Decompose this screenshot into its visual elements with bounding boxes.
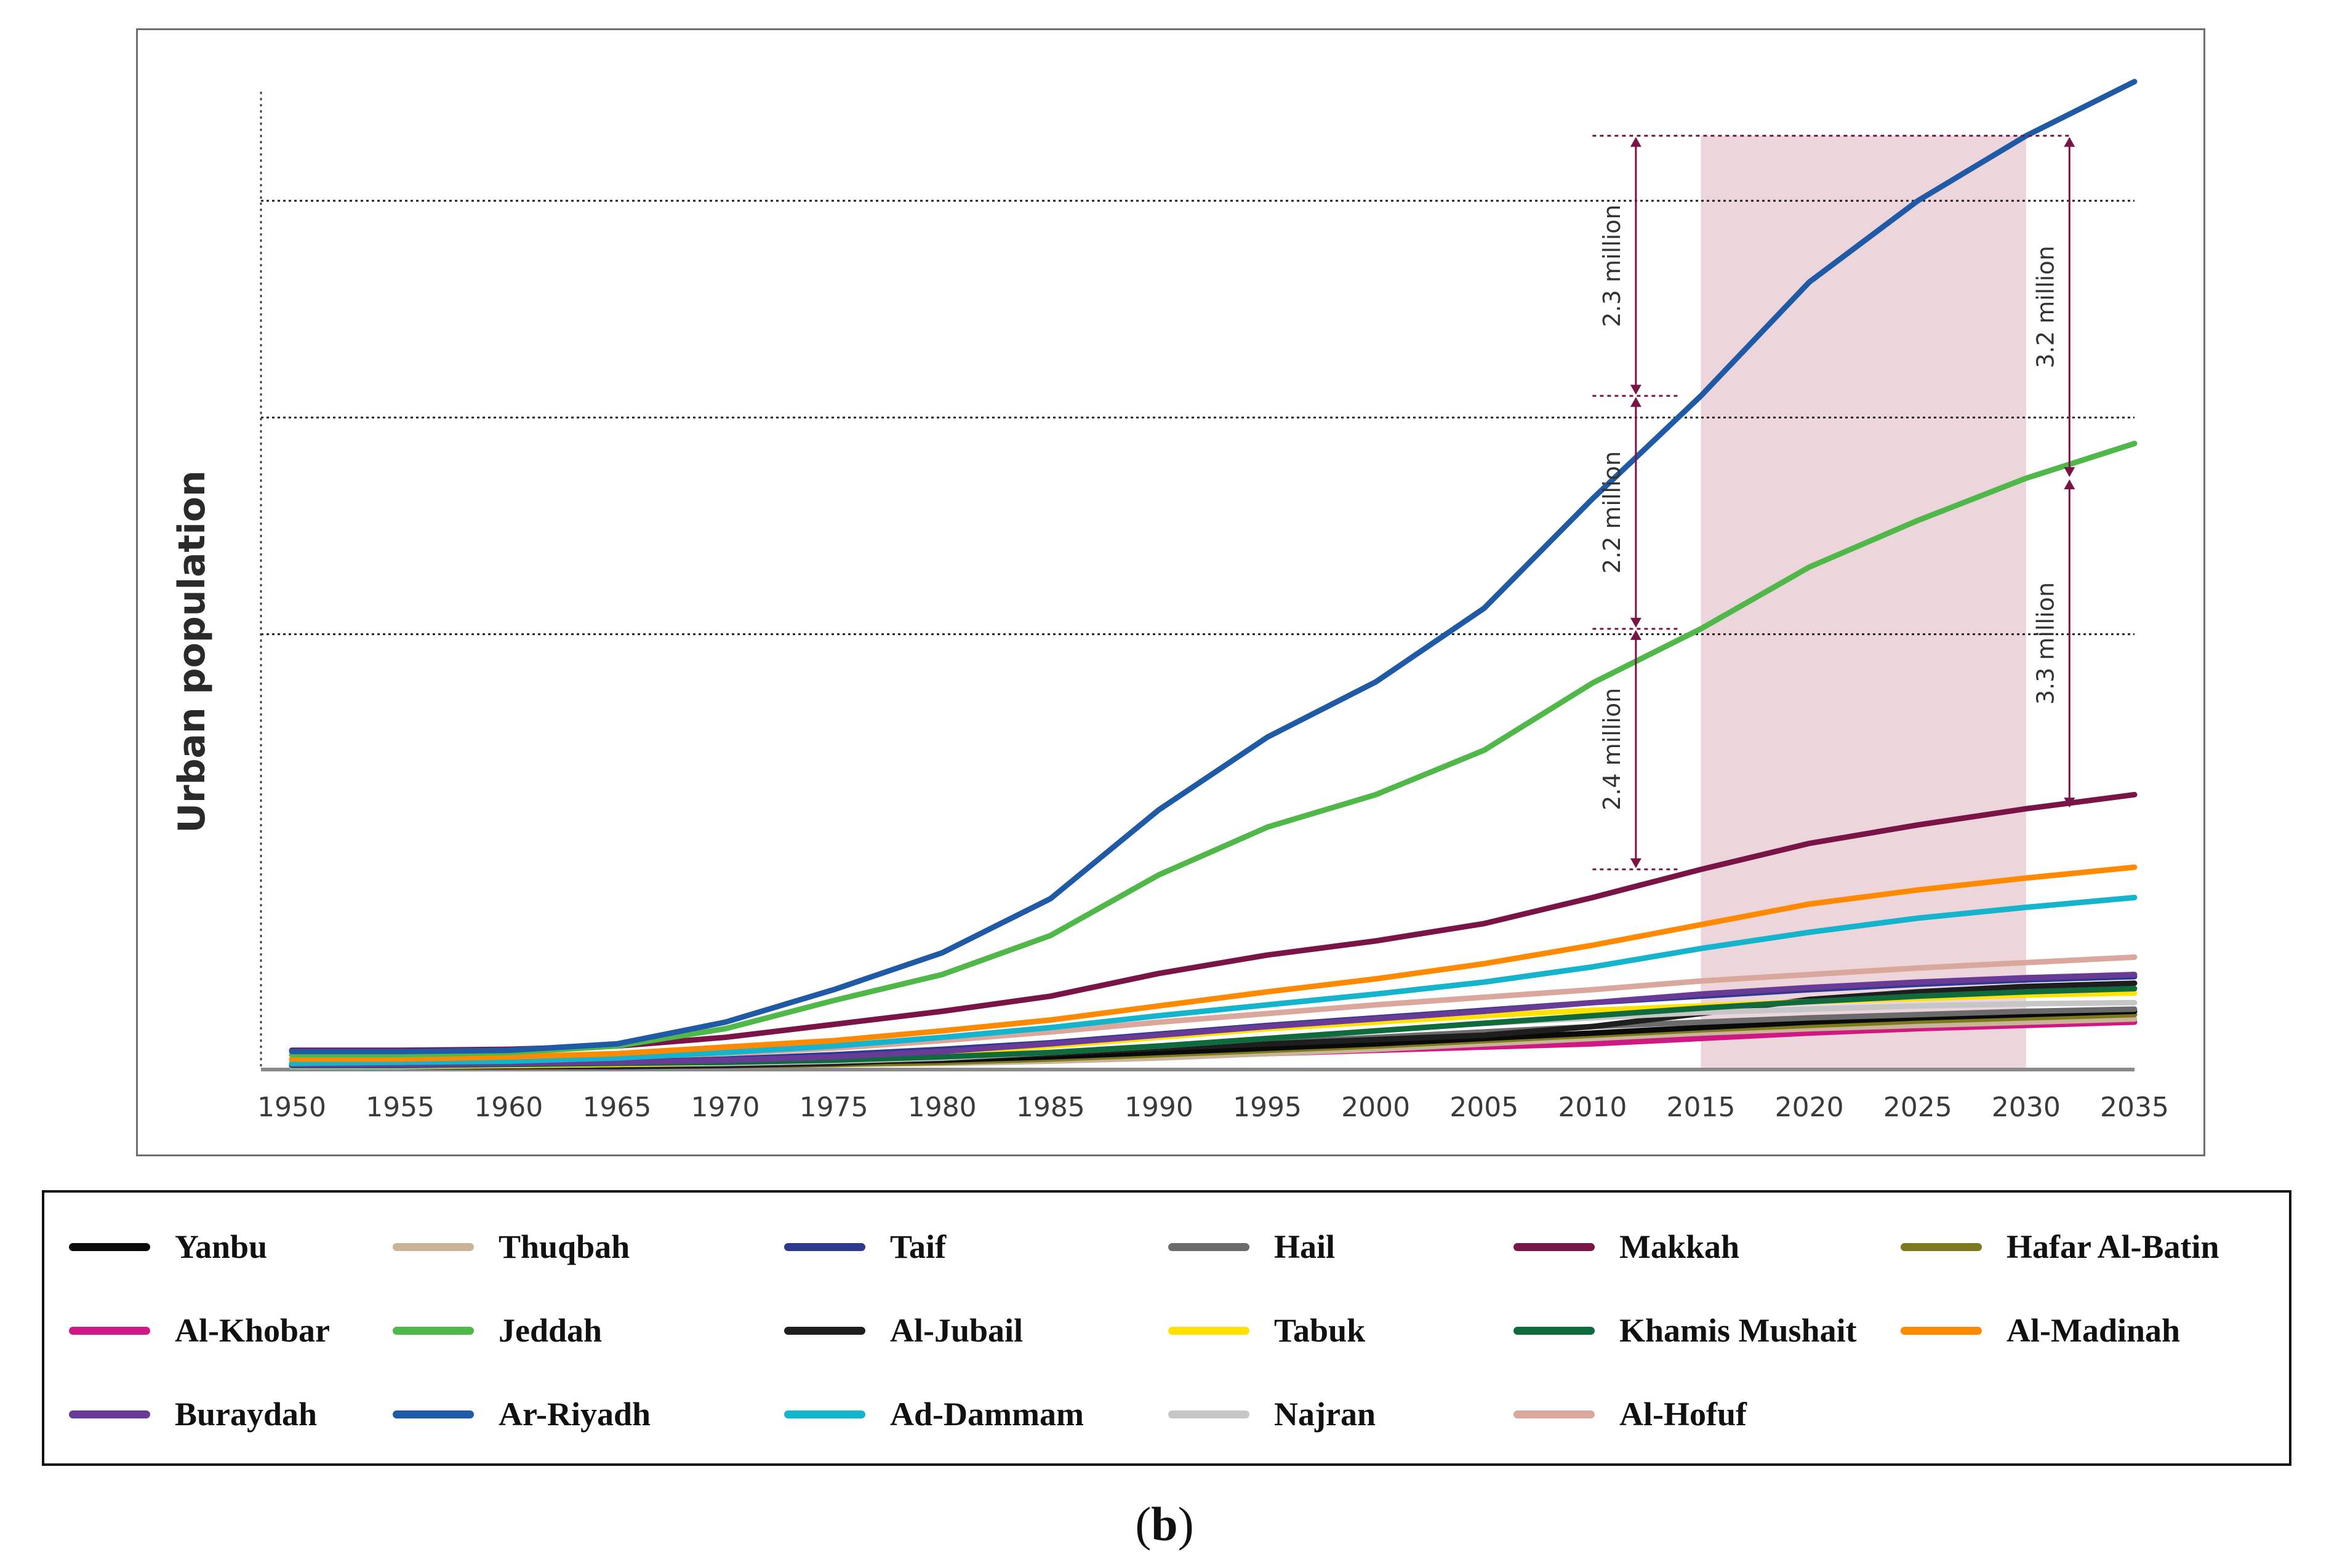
legend-swatch bbox=[1168, 1326, 1249, 1335]
legend-label: Makkah bbox=[1619, 1228, 1740, 1265]
annotation-arrowhead bbox=[2064, 798, 2075, 808]
line-chart: 2.3 million 2.2 million 2.4 million 3.2 mil… bbox=[170, 79, 2169, 1123]
legend-label: Najran bbox=[1274, 1396, 1376, 1433]
x-tick-label: 2015 bbox=[1667, 1092, 1736, 1123]
chart-frame: 2.3 million 2.2 million 2.4 million 3.2 mil… bbox=[136, 28, 2205, 1156]
legend-label: Al-Jubail bbox=[890, 1312, 1024, 1349]
legend-item-makkah: Makkah bbox=[1513, 1228, 1739, 1265]
annotation-arrowhead bbox=[1630, 397, 1642, 407]
x-tick-label: 1955 bbox=[366, 1092, 435, 1123]
annotation-arrowhead bbox=[1630, 617, 1642, 628]
legend-item-najran: Najran bbox=[1168, 1396, 1376, 1433]
legend-swatch bbox=[1513, 1242, 1595, 1251]
legend-item-hail: Hail bbox=[1168, 1228, 1335, 1265]
legend-label: Tabuk bbox=[1274, 1312, 1366, 1349]
annotation-arrowhead bbox=[2064, 479, 2075, 490]
legend-label: Al-Khobar bbox=[175, 1312, 331, 1349]
annotation-label: 3.3 million bbox=[2032, 582, 2059, 705]
legend-label: Al-Hofuf bbox=[1619, 1396, 1747, 1433]
legend-swatch bbox=[1168, 1242, 1249, 1251]
legend-item-al-hofuf: Al-Hofuf bbox=[1513, 1396, 1747, 1433]
annotation-label: 2.2 million bbox=[1598, 451, 1625, 574]
series-line-ar-riyadh bbox=[289, 79, 2138, 1055]
legend-item-thuqbah: Thuqbah bbox=[393, 1228, 630, 1265]
legend-label: Jeddah bbox=[499, 1312, 603, 1349]
legend-item-buraydah: Buraydah bbox=[69, 1396, 317, 1433]
annotation-arrowhead bbox=[1630, 858, 1642, 868]
legend-label: Ad-Dammam bbox=[890, 1396, 1084, 1433]
legend-swatch bbox=[1168, 1410, 1249, 1418]
legend-swatch bbox=[393, 1410, 474, 1418]
caption-letter: b bbox=[1151, 1497, 1178, 1551]
legend-item-al-jubail: Al-Jubail bbox=[784, 1312, 1023, 1349]
x-tick-label: 1980 bbox=[908, 1092, 977, 1123]
legend-label: Yanbu bbox=[175, 1228, 268, 1265]
legend-item-taif: Taif bbox=[784, 1228, 946, 1265]
legend-swatch bbox=[393, 1242, 474, 1251]
series-line-al-madinah bbox=[289, 864, 2138, 1062]
legend-label: Thuqbah bbox=[499, 1228, 630, 1265]
legend-label: Ar-Riyadh bbox=[499, 1396, 651, 1433]
series-line-buraydah bbox=[289, 972, 2138, 1068]
legend-swatch bbox=[784, 1326, 865, 1335]
legend-label: Al-Madinah bbox=[2006, 1312, 2181, 1349]
legend-swatch bbox=[393, 1326, 474, 1335]
x-tick-label: 1995 bbox=[1233, 1092, 1302, 1123]
legend-item-hafar-al-batin: Hafar Al-Batin bbox=[1901, 1228, 2219, 1265]
legend-swatch bbox=[784, 1410, 865, 1418]
x-tick-label: 1990 bbox=[1124, 1092, 1193, 1123]
legend-item-tabuk: Tabuk bbox=[1168, 1312, 1365, 1349]
x-tick-label: 1965 bbox=[582, 1092, 651, 1123]
x-tick-label: 1960 bbox=[474, 1092, 543, 1123]
x-tick-label: 2035 bbox=[2100, 1092, 2169, 1123]
legend-label: Hail bbox=[1274, 1228, 1336, 1265]
figure-caption: (b) bbox=[1135, 1497, 1194, 1551]
annotation-label: 2.4 million bbox=[1598, 688, 1625, 810]
x-tick-label: 1975 bbox=[800, 1092, 868, 1123]
legend-swatch bbox=[1513, 1326, 1595, 1335]
annotation-label: 3.2 million bbox=[2032, 246, 2059, 368]
legend-swatch bbox=[1901, 1242, 1982, 1251]
legend: Yanbu Thuqbah Taif Hail Makkah Hafar Al-Batin… bbox=[42, 1190, 2291, 1466]
x-tick-label: 2030 bbox=[1992, 1092, 2061, 1123]
legend-label: Khamis Mushait bbox=[1619, 1312, 1857, 1349]
x-tick-label: 2020 bbox=[1775, 1092, 1844, 1123]
x-tick-label: 2005 bbox=[1449, 1092, 1518, 1123]
annotation-arrowhead bbox=[2064, 137, 2075, 147]
x-tick-label: 1985 bbox=[1016, 1092, 1085, 1123]
legend-item-ad-dammam: Ad-Dammam bbox=[784, 1396, 1084, 1433]
legend-swatch bbox=[69, 1242, 150, 1251]
legend-swatch bbox=[1513, 1410, 1595, 1418]
legend-item-khamis-mushait: Khamis Mushait bbox=[1513, 1312, 1857, 1349]
x-tick-label: 2000 bbox=[1341, 1092, 1410, 1123]
legend-label: Taif bbox=[890, 1228, 947, 1265]
x-tick-label: 1970 bbox=[691, 1092, 760, 1123]
legend-swatch bbox=[69, 1326, 150, 1335]
legend-label: Buraydah bbox=[175, 1396, 318, 1433]
legend-item-yanbu: Yanbu bbox=[69, 1228, 267, 1265]
y-axis-label: Urban population bbox=[170, 470, 214, 833]
legend-label: Hafar Al-Batin bbox=[2006, 1228, 2219, 1265]
legend-swatch bbox=[69, 1410, 150, 1418]
x-tick-label: 2025 bbox=[1883, 1092, 1952, 1123]
legend-swatch bbox=[1901, 1326, 1982, 1335]
annotation-label: 2.3 million bbox=[1598, 204, 1625, 327]
x-tick-label: 1950 bbox=[257, 1092, 326, 1123]
annotation-arrowhead bbox=[1630, 630, 1642, 640]
annotation-arrowhead bbox=[1630, 137, 1642, 147]
legend-swatch bbox=[784, 1242, 865, 1251]
legend-item-ar-riyadh: Ar-Riyadh bbox=[393, 1396, 651, 1433]
annotation-arrowhead bbox=[2064, 467, 2075, 478]
x-tick-label: 2010 bbox=[1558, 1092, 1627, 1123]
legend-item-jeddah: Jeddah bbox=[393, 1312, 602, 1349]
annotation-arrowhead bbox=[1630, 385, 1642, 395]
series-line-ad-dammam bbox=[289, 895, 2138, 1066]
legend-item-al-khobar: Al-Khobar bbox=[69, 1312, 330, 1349]
legend-item-al-madinah: Al-Madinah bbox=[1901, 1312, 2180, 1349]
